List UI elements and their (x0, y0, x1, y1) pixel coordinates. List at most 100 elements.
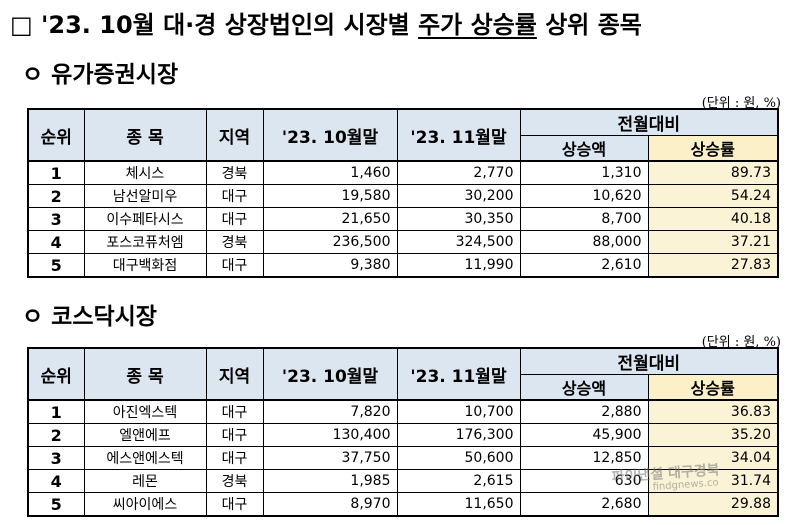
region-cell: 대구 (205, 207, 264, 231)
title-checkbox: □ (10, 11, 33, 39)
rank-cell: 3 (27, 207, 85, 231)
header-increase: 상승액 (519, 374, 649, 401)
header-rate: 상승률 (647, 135, 779, 162)
increase-cell: 630 (519, 469, 649, 493)
region-cell: 경북 (205, 469, 264, 493)
rank-cell: 1 (27, 160, 85, 185)
region-cell: 대구 (205, 446, 264, 470)
stock-name-cell: 씨아이에스 (83, 492, 207, 517)
header-mom: 전월대비 (519, 347, 779, 375)
table-row: 5 대구백화점 대구 9,380 11,990 2,610 27.83 (27, 253, 779, 278)
kospi-heading: ㅇ 유가증권시장 (22, 62, 179, 88)
region-cell: 대구 (205, 399, 264, 424)
rank-cell: 5 (27, 492, 85, 517)
rank-cell: 2 (27, 184, 85, 208)
rate-cell: 29.88 (647, 492, 779, 517)
increase-cell: 2,610 (519, 253, 649, 278)
rate-cell: 35.20 (647, 423, 779, 447)
rate-cell: 36.83 (647, 399, 779, 424)
page-title: □ '23. 10월 대·경 상장법인의 시장별 주가 상승률 상위 종목 (10, 11, 642, 39)
stock-name-cell: 엘앤에프 (83, 423, 207, 447)
increase-cell: 2,680 (519, 492, 649, 517)
title-underline-text: 주가 상승률 (418, 11, 537, 39)
oct-price-cell: 19,580 (262, 184, 398, 208)
rank-cell: 1 (27, 399, 85, 424)
table-row: 1 아진엑스텍 대구 7,820 10,700 2,880 36.83 (27, 399, 779, 424)
table-row: 4 포스코퓨처엠 경북 236,500 324,500 88,000 37.21 (27, 230, 779, 254)
region-cell: 대구 (205, 184, 264, 208)
oct-price-cell: 8,970 (262, 492, 398, 517)
kospi-table: 순위 종 목 지역 '23. 10월말 '23. 11월말 전월대비 상승액 상… (27, 108, 779, 278)
nov-price-cell: 2,615 (396, 469, 521, 493)
kosdaq-table: 순위 종 목 지역 '23. 10월말 '23. 11월말 전월대비 상승액 상… (27, 347, 779, 517)
kosdaq-table-body: 1 아진엑스텍 대구 7,820 10,700 2,880 36.83 2 엘앤에프 대구 130,… (27, 399, 779, 517)
oct-price-cell: 7,820 (262, 399, 398, 424)
kospi-table-body: 1 체시스 경북 1,460 2,770 1,310 89.73 2 남선알미우 대구 19,580… (27, 160, 779, 278)
nov-price-cell: 11,990 (396, 253, 521, 278)
oct-price-cell: 1,985 (262, 469, 398, 493)
rate-cell: 37.21 (647, 230, 779, 254)
table-row: 3 이수페타시스 대구 21,650 30,350 8,700 40.18 (27, 207, 779, 231)
oct-price-cell: 236,500 (262, 230, 398, 254)
table-row: 1 체시스 경북 1,460 2,770 1,310 89.73 (27, 160, 779, 185)
header-rate: 상승률 (647, 374, 779, 401)
rate-cell: 27.83 (647, 253, 779, 278)
header-rank: 순위 (27, 108, 85, 162)
nov-price-cell: 10,700 (396, 399, 521, 424)
header-nov: '23. 11월말 (396, 347, 521, 401)
stock-name-cell: 에스앤에스텍 (83, 446, 207, 470)
increase-cell: 8,700 (519, 207, 649, 231)
increase-cell: 12,850 (519, 446, 649, 470)
region-cell: 대구 (205, 253, 264, 278)
kosdaq-unit-label: (단위 : 원, %) (701, 335, 781, 350)
nov-price-cell: 11,650 (396, 492, 521, 517)
rate-cell: 31.74 (647, 469, 779, 493)
stock-name-cell: 레몬 (83, 469, 207, 493)
header-region: 지역 (205, 108, 264, 162)
rate-cell: 40.18 (647, 207, 779, 231)
rank-cell: 4 (27, 469, 85, 493)
rank-cell: 3 (27, 446, 85, 470)
stock-name-cell: 이수페타시스 (83, 207, 207, 231)
table-row: 3 에스앤에스텍 대구 37,750 50,600 12,850 34.04 (27, 446, 779, 470)
header-mom: 전월대비 (519, 108, 779, 136)
table-row: 5 씨아이에스 대구 8,970 11,650 2,680 29.88 (27, 492, 779, 517)
increase-cell: 1,310 (519, 160, 649, 185)
header-increase: 상승액 (519, 135, 649, 162)
header-name: 종 목 (83, 347, 207, 401)
header-oct: '23. 10월말 (262, 347, 398, 401)
oct-price-cell: 21,650 (262, 207, 398, 231)
header-oct: '23. 10월말 (262, 108, 398, 162)
rate-cell: 89.73 (647, 160, 779, 185)
table-row: 2 엘앤에프 대구 130,400 176,300 45,900 35.20 (27, 423, 779, 447)
increase-cell: 88,000 (519, 230, 649, 254)
increase-cell: 2,880 (519, 399, 649, 424)
rank-cell: 5 (27, 253, 85, 278)
increase-cell: 45,900 (519, 423, 649, 447)
stock-name-cell: 포스코퓨처엠 (83, 230, 207, 254)
table-row: 4 레몬 경북 1,985 2,615 630 31.74 (27, 469, 779, 493)
nov-price-cell: 2,770 (396, 160, 521, 185)
kosdaq-heading: ㅇ 코스닥시장 (22, 304, 157, 330)
nov-price-cell: 30,200 (396, 184, 521, 208)
stock-name-cell: 아진엑스텍 (83, 399, 207, 424)
nov-price-cell: 50,600 (396, 446, 521, 470)
stock-name-cell: 대구백화점 (83, 253, 207, 278)
nov-price-cell: 30,350 (396, 207, 521, 231)
oct-price-cell: 1,460 (262, 160, 398, 185)
table-row: 2 남선알미우 대구 19,580 30,200 10,620 54.24 (27, 184, 779, 208)
oct-price-cell: 37,750 (262, 446, 398, 470)
header-region: 지역 (205, 347, 264, 401)
kospi-unit-label: (단위 : 원, %) (701, 96, 781, 111)
stock-name-cell: 남선알미우 (83, 184, 207, 208)
stock-name-cell: 체시스 (83, 160, 207, 185)
rate-cell: 54.24 (647, 184, 779, 208)
region-cell: 경북 (205, 230, 264, 254)
region-cell: 대구 (205, 492, 264, 517)
region-cell: 경북 (205, 160, 264, 185)
nov-price-cell: 176,300 (396, 423, 521, 447)
header-nov: '23. 11월말 (396, 108, 521, 162)
oct-price-cell: 9,380 (262, 253, 398, 278)
region-cell: 대구 (205, 423, 264, 447)
rank-cell: 2 (27, 423, 85, 447)
